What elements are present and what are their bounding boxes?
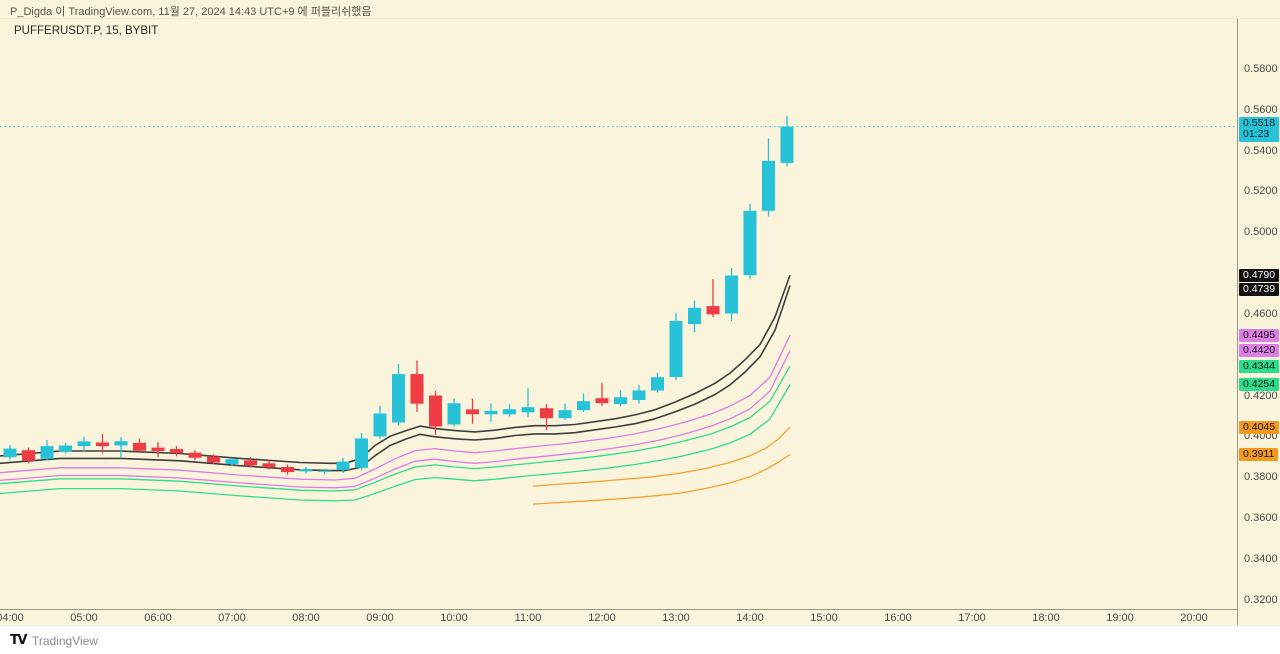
candle-body [59, 445, 72, 452]
price-gridline-label: 0.5800 [1244, 63, 1278, 75]
candle-body [429, 395, 442, 427]
candle-body [540, 408, 553, 419]
tradingview-logo-icon[interactable]: TV [10, 633, 27, 648]
time-axis-label: 14:00 [736, 612, 764, 624]
candle-body [669, 321, 683, 378]
indicator-price-label: 0.4344 [1239, 359, 1280, 373]
ma-black-fast [0, 274, 791, 465]
candle-body [262, 463, 276, 468]
candle-body [40, 446, 54, 459]
candle-body [207, 456, 220, 463]
candle-body [373, 413, 387, 437]
candle-body [780, 126, 794, 163]
candle-body [558, 410, 572, 419]
candle-body [96, 442, 109, 447]
indicator-price-label: 0.3911 [1239, 448, 1279, 461]
symbol-title: PUFFERUSDT.P, 15, BYBIT [14, 25, 159, 37]
candle-body [706, 306, 720, 315]
time-axis-label: 12:00 [588, 612, 616, 624]
chart-canvas[interactable] [0, 19, 1237, 609]
candle-body [484, 410, 498, 415]
candle-body [133, 442, 146, 451]
time-axis-label: 06:00 [144, 612, 172, 624]
candle-body [762, 160, 775, 211]
indicator-price-label: 0.4254 [1239, 378, 1280, 391]
indicator-price-label: 0.4495 [1239, 328, 1280, 342]
candle-body [688, 307, 701, 325]
time-axis-label: 09:00 [366, 612, 394, 624]
time-axis-label: 20:00 [1180, 612, 1208, 624]
candle-body [281, 467, 294, 473]
price-gridline-label: 0.4200 [1244, 389, 1278, 402]
footer: TV TradingView [0, 625, 1280, 654]
tradingview-brand-link[interactable]: TradingView [31, 633, 98, 648]
candle-body [521, 407, 535, 413]
candle-body [225, 459, 239, 464]
time-axis-label: 07:00 [218, 612, 246, 624]
candle-body [632, 390, 646, 400]
chart-widget: PUFFERUSDT.P, 15, BYBIT USDT 0.58000.560… [0, 18, 1280, 626]
time-axis[interactable]: 04:00 05:00 06:00 07:00 08:00 09:00 10:00 11:00… [0, 609, 1237, 627]
candle-body [447, 403, 461, 425]
candle-body [651, 377, 664, 391]
candle-body [170, 449, 183, 454]
candle-body [725, 275, 738, 314]
candle-body [392, 374, 405, 423]
candle-body [77, 441, 91, 447]
ma-orange-fast [532, 426, 791, 487]
candle-body [577, 401, 590, 411]
price-gridline-label: 0.5200 [1244, 185, 1278, 198]
time-axis-label: 08:00 [292, 612, 320, 624]
candle-body [503, 409, 516, 415]
ma-violet-fast [0, 335, 791, 481]
indicator-price-label: 0.4739 [1239, 283, 1280, 297]
time-axis-label: 11:00 [514, 612, 542, 624]
candle-body [410, 374, 424, 404]
candle-body [114, 441, 128, 446]
price-gridline-label: 0.4600 [1244, 307, 1278, 320]
candle-body [151, 447, 165, 452]
ma-violet-slow [0, 350, 791, 489]
time-axis-label: 17:00 [958, 612, 986, 624]
candle-body [466, 409, 479, 415]
ma-green-slow [0, 384, 791, 502]
time-axis-label: 04:00 [0, 612, 24, 624]
price-gridline-label: 0.3400 [1244, 552, 1278, 565]
candle-body [595, 398, 609, 404]
ma-green-fast [0, 365, 791, 492]
candle-body [188, 452, 202, 458]
time-axis-label: 19:00 [1106, 612, 1134, 624]
candle-body [3, 448, 17, 458]
candle-body [22, 450, 35, 461]
price-axis[interactable]: USDT 0.58000.56000.54000.52000.50000.460… [1237, 19, 1280, 626]
indicator-price-label: 0.4045 [1239, 420, 1280, 434]
price-gridline-label: 0.3800 [1244, 471, 1278, 484]
time-axis-label: 13:00 [662, 612, 690, 624]
candle-body [299, 469, 313, 472]
time-axis-label: 05:00 [70, 612, 98, 624]
price-gridline-label: 0.5400 [1244, 144, 1278, 157]
indicator-price-label: 0.4420 [1239, 344, 1280, 358]
time-axis-label: 10:00 [440, 612, 468, 624]
publish-info: P_Digda 이 TradingView.com, 11월 27, 2024 … [10, 6, 372, 18]
price-gridline-label: 0.5000 [1244, 226, 1278, 239]
candle-body [355, 438, 368, 468]
price-gridline-label: 0.3600 [1244, 511, 1278, 524]
time-axis-label: 18:00 [1032, 612, 1060, 624]
price-gridline-label: 0.5600 [1244, 103, 1278, 116]
time-axis-label: 16:00 [884, 612, 912, 624]
time-axis-label: 15:00 [810, 612, 838, 624]
indicator-price-label: 0.4790 [1239, 268, 1280, 282]
candle-body [743, 210, 757, 276]
candle-body [614, 397, 627, 405]
candle-body [336, 461, 350, 470]
ma-orange-slow [532, 453, 791, 505]
price-gridline-label: 0.3200 [1244, 593, 1278, 606]
candle-body [318, 470, 331, 472]
current-price-label: 0.5518 01:23 [1239, 116, 1280, 142]
candle-body [244, 460, 257, 466]
